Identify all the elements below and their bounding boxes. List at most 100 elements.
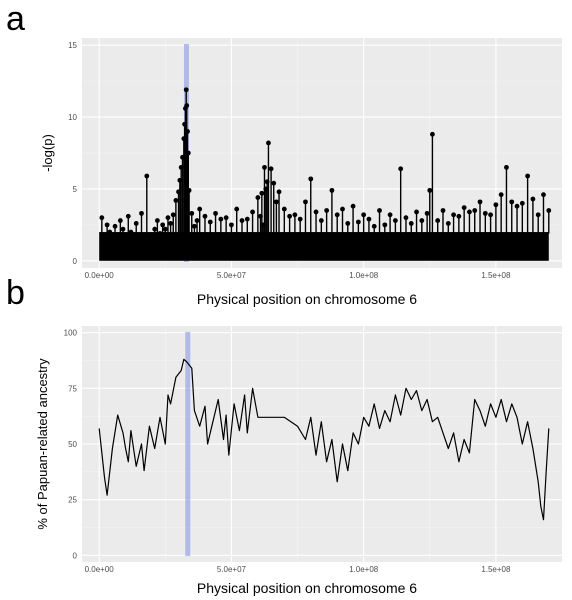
snp-point	[202, 213, 208, 219]
x-tick-label: 1.5e+08	[481, 271, 511, 280]
snp-point	[355, 219, 361, 225]
y-tick-label: 100	[64, 329, 78, 338]
snp-point	[173, 198, 179, 203]
panel-b-plot: 0.0e+00 5.0e+07 1.0e+08 1.5e+08 0 25 50 75 100	[64, 326, 562, 574]
snp-point	[255, 195, 261, 200]
snp-point	[472, 208, 478, 213]
snp-point	[546, 208, 552, 213]
snp-point	[392, 218, 398, 223]
baseline-point-band	[99, 232, 549, 261]
snp-point	[398, 166, 404, 172]
snp-point	[154, 218, 160, 223]
snp-point	[185, 129, 190, 134]
snp-point	[133, 221, 139, 226]
snp-point	[239, 218, 245, 223]
snp-point	[271, 180, 277, 186]
y-tick-label: 50	[68, 440, 77, 449]
snp-point	[366, 216, 372, 222]
y-tick-label: 5	[73, 185, 78, 194]
snp-point	[424, 210, 430, 216]
snp-point	[461, 205, 467, 211]
ancestry-line	[98, 358, 550, 521]
snp-point	[514, 203, 520, 209]
snp-point	[504, 164, 509, 170]
plot-b-x-axis-title: Physical position on chromosome 6	[197, 580, 417, 596]
snp-point	[281, 206, 287, 212]
snp-point	[223, 215, 229, 221]
x-tick-label: 0.0e+00	[85, 565, 115, 574]
x-tick-label: 1.0e+08	[349, 271, 379, 280]
snp-point	[477, 199, 483, 205]
snp-point	[440, 208, 446, 213]
panel-a-label: a	[6, 0, 25, 38]
plot-b-tick-labels: 0.0e+00 5.0e+07 1.0e+08 1.5e+08 0 25 50 75 100	[64, 329, 511, 574]
y-tick-label: 0	[73, 551, 78, 560]
panel-a-plot: 0.0e+00 5.0e+07 1.0e+08 1.5e+08 0 5 10 15	[68, 38, 562, 280]
snp-point	[334, 212, 340, 218]
snp-point	[234, 206, 240, 212]
snp-point	[419, 218, 425, 223]
plot-a-points	[99, 87, 552, 261]
snp-point	[262, 164, 267, 170]
snp-point	[467, 209, 472, 215]
y-tick-label: 15	[68, 41, 77, 50]
snp-point	[493, 202, 499, 208]
snp-point	[186, 187, 192, 193]
snp-point	[165, 215, 171, 221]
snp-point	[525, 173, 531, 179]
snp-point	[125, 213, 131, 219]
y-tick-label: 0	[73, 257, 78, 266]
snp-point	[287, 213, 293, 219]
snp-point	[427, 187, 433, 193]
snp-point	[144, 173, 150, 179]
snp-point	[160, 222, 166, 228]
snp-point	[292, 212, 298, 218]
snp-point	[318, 218, 324, 223]
snp-point	[430, 131, 435, 137]
snp-point	[207, 219, 213, 225]
snp-point	[194, 218, 200, 223]
snp-point	[117, 218, 123, 223]
x-tick-label: 5.0e+07	[217, 565, 247, 574]
snp-point	[324, 208, 330, 213]
snp-point	[112, 223, 118, 229]
snp-point	[414, 209, 419, 215]
x-tick-label: 1.0e+08	[349, 565, 379, 574]
snp-point	[266, 140, 271, 146]
snp-point	[185, 150, 191, 156]
snp-point	[128, 229, 134, 235]
snp-point	[340, 206, 345, 212]
snp-point	[229, 222, 234, 228]
snp-point	[313, 209, 319, 215]
panel-b-label: b	[6, 274, 25, 312]
snp-point	[168, 221, 173, 226]
snp-point	[329, 187, 335, 193]
y-tick-label: 25	[68, 496, 77, 505]
snp-point	[297, 216, 303, 222]
snp-point	[139, 210, 144, 216]
snp-point	[189, 210, 195, 216]
snp-point	[371, 223, 377, 229]
plot-a-tick-labels: 0.0e+00 5.0e+07 1.0e+08 1.5e+08 0 5 10 15	[68, 41, 511, 280]
snp-point	[273, 199, 279, 205]
x-tick-label: 1.5e+08	[481, 565, 511, 574]
snp-point	[361, 212, 367, 218]
snp-point	[104, 222, 110, 228]
snp-point	[382, 222, 388, 228]
snp-point	[451, 212, 456, 218]
snp-point	[213, 210, 218, 216]
snp-point	[488, 212, 493, 218]
plot-a-x-axis-title: Physical position on chromosome 6	[197, 291, 417, 307]
snp-point	[268, 166, 274, 172]
snp-point	[99, 215, 105, 221]
snp-point	[162, 226, 168, 232]
y-tick-label: 75	[68, 384, 77, 393]
snp-point	[250, 209, 255, 215]
snp-point	[345, 221, 351, 226]
snp-point	[157, 231, 163, 236]
snp-point	[387, 212, 393, 218]
snp-point	[445, 221, 451, 226]
snp-point	[259, 190, 265, 196]
snp-point	[218, 216, 224, 222]
y-tick-label: 10	[68, 113, 77, 122]
